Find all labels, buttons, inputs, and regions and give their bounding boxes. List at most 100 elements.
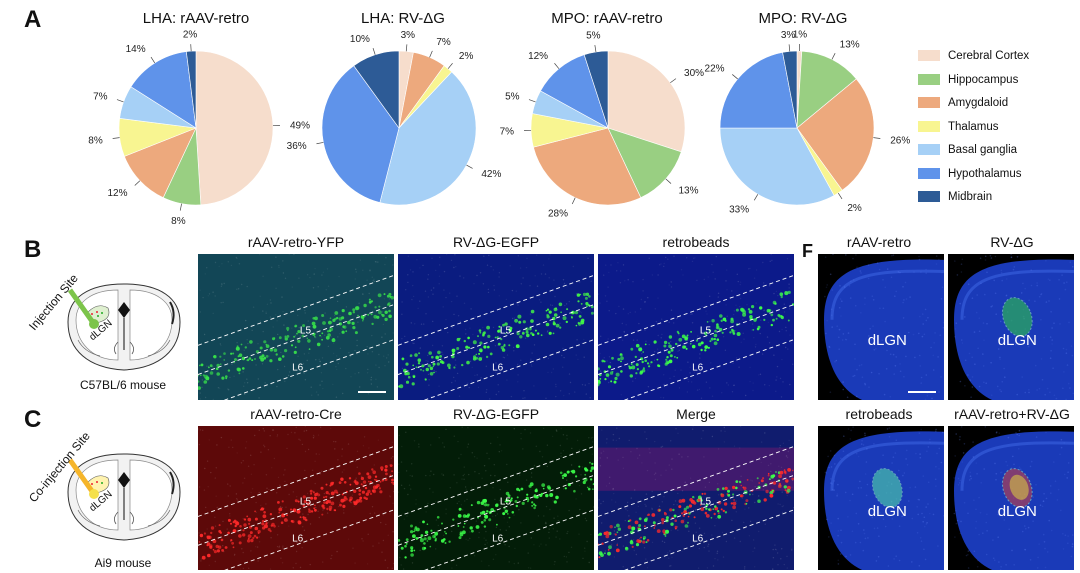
- micrograph-c-merge: L5 L6: [598, 426, 794, 570]
- pie-leader-line: [665, 178, 672, 184]
- pie-data-label: 13%: [840, 40, 860, 51]
- pie-leader-line: [429, 50, 433, 58]
- pie-slice-amygdaloid: [533, 127, 642, 206]
- image-title-b2: RV-ΔG-EGFP: [452, 234, 540, 250]
- pie-data-label: 3%: [401, 30, 416, 41]
- pie-data-label: 8%: [88, 135, 103, 146]
- pie-data-label: 2%: [847, 203, 862, 214]
- micrograph-b-retrobeads: L5 L6: [598, 254, 794, 400]
- mouse-label-c: Ai9 mouse: [94, 556, 152, 570]
- pie-leader-line: [831, 52, 836, 60]
- pie-slice-midbrain: [782, 50, 798, 129]
- pie-data-label: 1%: [793, 30, 808, 41]
- pie-leader-line: [554, 63, 560, 69]
- pie-leader-line: [528, 99, 536, 103]
- pie-leader-line: [466, 164, 473, 169]
- pie-leader-line: [873, 137, 881, 139]
- legend-label: Hypothalamus: [948, 167, 1022, 180]
- pie-leader-line: [112, 137, 120, 139]
- pie-slice-midbrain: [353, 50, 400, 129]
- legend-label: Basal ganglia: [948, 144, 1018, 156]
- pie-leader-line: [179, 203, 182, 211]
- injection-needle-b: [67, 288, 97, 326]
- layer-label-l5: L5: [700, 325, 712, 336]
- legend-swatch: [918, 167, 940, 179]
- injection-needle-c: [67, 458, 97, 496]
- pie-data-label: 10%: [350, 34, 370, 45]
- pie-title-2: LHA: RV-ΔG: [361, 10, 445, 27]
- legend-swatch: [918, 191, 940, 202]
- pie-data-label: 13%: [679, 186, 699, 197]
- pie-leader-line: [594, 44, 597, 53]
- pie-data-label: 7%: [93, 92, 108, 103]
- pie-data-label: 7%: [500, 126, 515, 137]
- pie-data-label: 22%: [705, 64, 725, 75]
- pie-data-label: 30%: [684, 68, 704, 79]
- micrograph-b-raav-yfp: L5 L6: [198, 254, 394, 400]
- pie-title-1: LHA: rAAV-retro: [142, 10, 250, 27]
- legend-swatch: [918, 144, 940, 155]
- image-title-c2: RV-ΔG-EGFP: [452, 406, 540, 422]
- pie-data-label: 5%: [586, 31, 601, 42]
- image-title-c1: rAAV-retro-Cre: [250, 406, 342, 422]
- legend-swatch: [918, 73, 940, 85]
- image-title-b3: retrobeads: [662, 234, 730, 250]
- pie-data-label: 49%: [290, 121, 310, 132]
- legend-label: Midbrain: [948, 191, 993, 203]
- legend-swatch: [918, 120, 940, 132]
- dlgn-label: dLGN: [868, 503, 907, 520]
- pie-leader-line: [732, 74, 738, 80]
- pie-slice-hypothalamus: [321, 65, 400, 203]
- layer-label-l6: L6: [692, 363, 704, 374]
- micrograph-c-rv-egfp: L5 L6: [398, 426, 594, 570]
- layer-label-l5: L5: [300, 496, 312, 507]
- pie-leader-line: [134, 180, 141, 186]
- micrograph-f-retrobeads: dLGN: [818, 426, 944, 570]
- pie-data-label: 7%: [436, 37, 451, 48]
- image-title-f1: rAAV-retro: [846, 234, 912, 250]
- pie-data-label: 42%: [481, 169, 501, 180]
- image-title-c3: Merge: [676, 406, 716, 422]
- panel-letter-c: C: [24, 406, 42, 433]
- micrograph-b-rv-egfp: L5 L6: [398, 254, 594, 400]
- pie-data-label: 3%: [781, 30, 796, 41]
- pie-slice-hippocampus: [607, 127, 682, 199]
- legend-label: Amygdaloid: [948, 97, 1009, 109]
- pie-leader-line: [447, 63, 453, 69]
- image-title-f2: RV-ΔG: [990, 234, 1034, 250]
- dlgn-label: dLGN: [998, 503, 1037, 520]
- layer-label-l6: L6: [492, 533, 504, 544]
- micrograph-f-merge: dLGN: [948, 426, 1074, 570]
- pie-leader-line: [116, 99, 124, 103]
- panel-letter-a: A: [24, 6, 42, 33]
- legend-label: Hippocampus: [948, 73, 1019, 86]
- layer-label-l6: L6: [492, 363, 504, 374]
- pie-data-label: 2%: [183, 30, 198, 41]
- pie-leader-line: [372, 48, 376, 55]
- ventricle: [118, 302, 130, 318]
- micrograph-f-rv: dLGN: [948, 254, 1074, 400]
- pie-data-label: 36%: [287, 141, 307, 152]
- panel-letter-b: B: [24, 236, 42, 263]
- pie-title-4: MPO: RV-ΔG: [758, 10, 848, 27]
- mouse-label-b: C57BL/6 mouse: [79, 378, 167, 392]
- pie-leader-line: [150, 56, 156, 64]
- brain-schematic-c: [67, 453, 181, 541]
- brain-schematic-b: [67, 283, 181, 371]
- pie-leader-line: [670, 78, 677, 84]
- pie-slice-midbrain: [583, 50, 609, 129]
- pie-data-label: 33%: [729, 204, 749, 215]
- image-title-f4: rAAV-retro+RV-ΔG: [954, 406, 1070, 422]
- image-title-b1: rAAV-retro-YFP: [247, 234, 345, 250]
- legend-swatch: [918, 97, 940, 108]
- pie-data-label: 12%: [528, 51, 548, 62]
- pie-data-label: 5%: [505, 92, 520, 103]
- layer-label-l6: L6: [692, 533, 704, 544]
- layer-label-l5: L5: [300, 325, 312, 336]
- layer-label-l6: L6: [292, 363, 304, 374]
- pie-slice-hippocampus: [796, 50, 857, 129]
- pie-data-label: 26%: [890, 135, 910, 146]
- legend-swatch: [918, 50, 940, 61]
- image-title-f3: retrobeads: [845, 406, 913, 422]
- pie-slice-cerebral-cortex: [195, 50, 274, 206]
